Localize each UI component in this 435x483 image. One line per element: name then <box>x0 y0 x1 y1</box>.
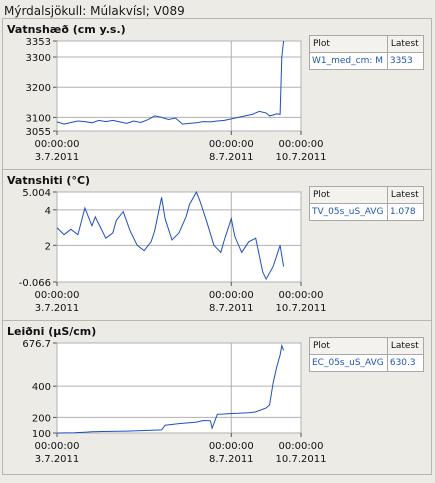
y-tick-label: 3300 <box>26 53 51 64</box>
y-tick-label: 676.7 <box>22 339 51 350</box>
x-tick-date: 10.7.2011 <box>276 454 327 465</box>
plot-area <box>56 342 302 434</box>
x-tick-date: 10.7.2011 <box>276 303 327 314</box>
series-line <box>56 40 285 125</box>
y-tick-label: 2 <box>45 241 51 252</box>
legend-table: Plot Latest EC_05s_uS_AVG 630.3 <box>309 337 425 372</box>
x-tick-time: 00:00:00 <box>35 441 80 452</box>
x-tick-time: 00:00:00 <box>209 290 254 301</box>
legend-table: Plot Latest W1_med_cm: M 3353 <box>309 35 425 70</box>
legend-table: Plot Latest TV_05s_uS_AVG 1.078 <box>309 186 425 221</box>
legend-latest-value: 1.078 <box>386 203 425 221</box>
y-tick-label: 5.004 <box>22 188 51 199</box>
x-tick-date: 8.7.2011 <box>209 454 254 465</box>
legend-header-plot: Plot <box>309 186 388 204</box>
x-tick-date: 10.7.2011 <box>276 152 327 163</box>
y-tick-label: -0.066 <box>19 278 51 289</box>
legend-row[interactable]: EC_05s_uS_AVG 630.3 <box>309 354 425 372</box>
legend-series-name: EC_05s_uS_AVG <box>309 354 388 372</box>
chart-svg: Vatnshiti (°C) -0.066 2 4 5.004 00:00:00 3.7.2… <box>7 174 327 314</box>
x-tick-date: 3.7.2011 <box>35 152 80 163</box>
y-tick-label: 100 <box>32 429 51 440</box>
legend-header-plot: Plot <box>309 35 388 53</box>
chart-svg: Leiðni (µS/cm) 100 200 400 676.7 00:00:00 3.7.… <box>7 325 327 465</box>
y-tick-label: 3200 <box>26 83 51 94</box>
legend-series-name: W1_med_cm: M <box>309 52 388 70</box>
x-tick-time: 00:00:00 <box>209 441 254 452</box>
chart-title: Leiðni (µS/cm) <box>7 325 96 338</box>
panel-water-level: Vatnshæð (cm y.s.) 3055 3100 3200 3300 3353 00… <box>2 18 432 173</box>
chart-title: Vatnshæð (cm y.s.) <box>7 23 126 36</box>
y-tick-label: 200 <box>32 413 51 424</box>
x-tick-date: 8.7.2011 <box>209 152 254 163</box>
legend-row[interactable]: W1_med_cm: M 3353 <box>309 52 425 70</box>
y-tick-label: 4 <box>45 206 51 217</box>
x-tick-date: 8.7.2011 <box>209 303 254 314</box>
x-tick-time: 00:00:00 <box>279 290 324 301</box>
series-line <box>56 190 285 281</box>
x-tick-time: 00:00:00 <box>35 290 80 301</box>
x-tick-time: 00:00:00 <box>279 139 324 150</box>
x-tick-date: 3.7.2011 <box>35 303 80 314</box>
window-title: Mýrdalsjökull: Múlakvísl; V089 <box>4 4 185 18</box>
series-line <box>56 343 285 434</box>
plot-area <box>56 191 302 283</box>
legend-header-latest: Latest <box>386 35 425 53</box>
panel-conductivity: Leiðni (µS/cm) 100 200 400 676.7 00:00:00 3.7.… <box>2 320 432 475</box>
y-tick-label: 3100 <box>26 113 51 124</box>
legend-latest-value: 630.3 <box>386 354 425 372</box>
y-tick-label: 400 <box>32 382 51 393</box>
y-tick-label: 3353 <box>26 37 51 48</box>
legend-latest-value: 3353 <box>386 52 425 70</box>
panel-water-temperature: Vatnshiti (°C) -0.066 2 4 5.004 00:00:00 3.7.2… <box>2 169 432 324</box>
legend-header-plot: Plot <box>309 337 388 355</box>
legend-header-latest: Latest <box>386 337 425 355</box>
chart-title: Vatnshiti (°C) <box>7 174 90 187</box>
x-tick-time: 00:00:00 <box>209 139 254 150</box>
legend-row[interactable]: TV_05s_uS_AVG 1.078 <box>309 203 425 221</box>
legend-series-name: TV_05s_uS_AVG <box>309 203 388 221</box>
x-tick-time: 00:00:00 <box>279 441 324 452</box>
y-tick-label: 3055 <box>26 127 51 138</box>
chart-svg: Vatnshæð (cm y.s.) 3055 3100 3200 3300 3353 00… <box>7 23 327 163</box>
x-tick-date: 3.7.2011 <box>35 454 80 465</box>
legend-header-latest: Latest <box>386 186 425 204</box>
x-tick-time: 00:00:00 <box>35 139 80 150</box>
